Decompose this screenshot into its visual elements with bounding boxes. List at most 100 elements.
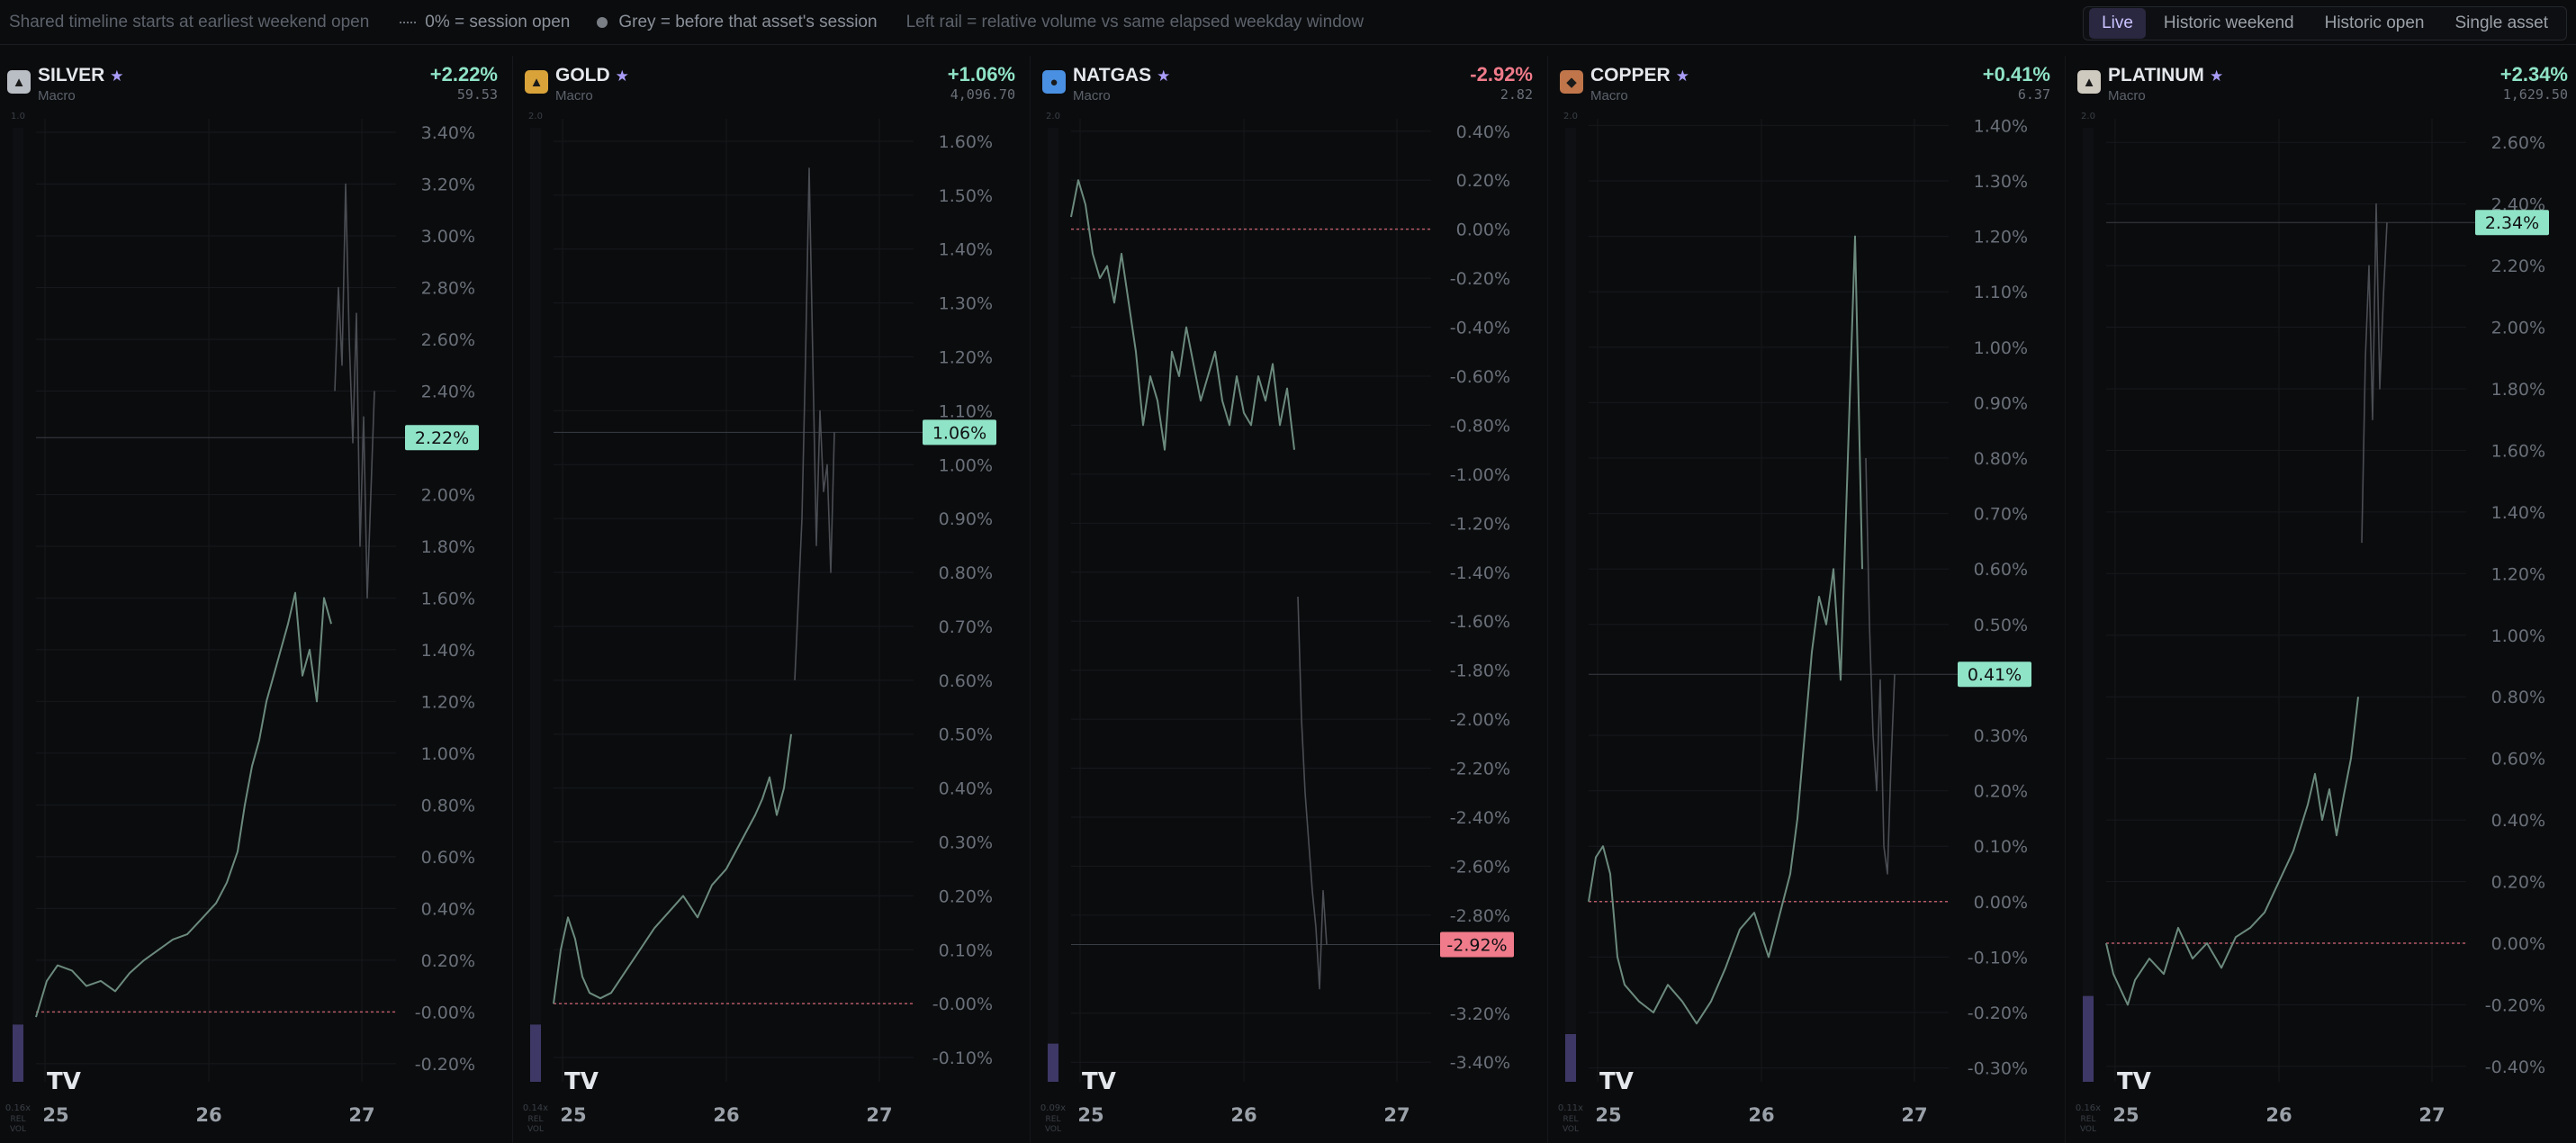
y-tick-label: -0.40% — [1450, 319, 1510, 338]
tradingview-logo-icon: TV — [2117, 1068, 2151, 1095]
y-tick-label: 0.50% — [939, 725, 993, 745]
volume-rail-fill — [13, 1024, 23, 1082]
asset-name[interactable]: NATGAS ★ — [1073, 65, 1170, 86]
y-tick-label: 2.40% — [421, 382, 475, 401]
y-tick-label: -1.40% — [1450, 563, 1510, 583]
rel-vol-label: 0.14x — [523, 1103, 548, 1113]
current-value-label: 2.22% — [415, 428, 469, 448]
asset-panel-copper[interactable]: 2.0 0.11x REL VOL 1.40% 1.30% 1.20% 1.10% 1.00% 0… — [1553, 56, 2066, 1143]
y-tick-label: 1.60% — [421, 589, 475, 608]
y-tick-label: 0.00% — [1974, 893, 2028, 913]
y-tick-label: 0.60% — [421, 848, 475, 868]
y-tick-label: 1.40% — [421, 641, 475, 661]
asset-panel-natgas[interactable]: 2.0 0.09x REL VOL 0.40% 0.20% 0.00% -0.20% -0.40… — [1035, 56, 1548, 1143]
platinum-icon: ▲ — [2077, 70, 2101, 94]
rel-vol-label: 0.11x — [1558, 1103, 1583, 1113]
y-tick-label: 2.60% — [421, 330, 475, 350]
vol-label: VOL — [1563, 1125, 1579, 1134]
current-value-label: -2.92% — [1446, 936, 1507, 956]
x-tick-label: 25 — [1595, 1104, 1621, 1126]
mode-live-button[interactable]: Live — [2089, 8, 2146, 39]
mode-switcher: Live Historic weekend Historic open Sing… — [2083, 6, 2567, 40]
x-tick-label: 25 — [1077, 1104, 1103, 1126]
legend-timeline: Shared timeline starts at earliest weeke… — [9, 13, 370, 32]
price-series-line — [35, 591, 332, 1018]
asset-change: +0.41% — [1982, 63, 2050, 86]
x-tick-label: 26 — [1230, 1104, 1256, 1126]
star-icon[interactable]: ★ — [615, 68, 629, 85]
star-icon[interactable]: ★ — [1157, 68, 1171, 85]
asset-panel-gold[interactable]: 2.0 0.14x REL VOL 1.60% 1.50% 1.40% 1.30% 1.20% 1… — [518, 56, 1031, 1143]
y-tick-label: 1.00% — [1974, 338, 2028, 358]
y-tick-label: -2.40% — [1450, 808, 1510, 828]
asset-panel-platinum[interactable]: 2.0 0.16x REL VOL 2.60% 2.40% 2.20% 2.00% 1.80% 1… — [2070, 56, 2576, 1143]
asset-name[interactable]: SILVER ★ — [38, 65, 124, 86]
asset-name[interactable]: COPPER ★ — [1590, 65, 1689, 86]
y-tick-label: -0.00% — [415, 1003, 475, 1022]
y-tick-label: -0.40% — [2485, 1058, 2545, 1077]
y-tick-label: 0.20% — [1456, 171, 1510, 191]
mode-single-asset-button[interactable]: Single asset — [2454, 14, 2548, 32]
vol-label: VOL — [10, 1125, 26, 1134]
volume-rail-fill — [1048, 1043, 1058, 1082]
asset-name-text: GOLD — [555, 65, 610, 86]
y-tick-label: 1.60% — [2491, 441, 2545, 461]
tradingview-logo-icon: TV — [1599, 1068, 1634, 1095]
y-tick-label: 1.80% — [421, 537, 475, 557]
current-value-badge — [405, 425, 479, 451]
y-tick-label: -2.20% — [1450, 760, 1510, 779]
tradingview-logo-icon: TV — [564, 1068, 599, 1095]
y-tick-label: 0.40% — [1456, 122, 1510, 142]
x-tick-label: 27 — [348, 1104, 374, 1126]
volume-rail-fill — [530, 1024, 541, 1082]
vol-label: VOL — [2080, 1125, 2096, 1134]
y-tick-label: 1.40% — [939, 240, 993, 260]
y-tick-label: -2.80% — [1450, 906, 1510, 926]
mode-historic-open-button[interactable]: Historic open — [2324, 14, 2425, 32]
dotted-line-icon — [400, 22, 417, 23]
price-series-line — [1588, 235, 1863, 1025]
y-tick-label: 2.40% — [2491, 195, 2545, 215]
x-tick-label: 25 — [42, 1104, 68, 1126]
star-icon[interactable]: ★ — [1675, 68, 1689, 85]
asset-name[interactable]: GOLD ★ — [555, 65, 629, 86]
asset-panel-silver[interactable]: 1.0 0.16x REL VOL 3.40% 3.20% 3.00% 2.80% 2.60% 2… — [0, 56, 513, 1143]
y-tick-label: 0.20% — [421, 951, 475, 971]
y-tick-label: -3.40% — [1450, 1053, 1510, 1073]
y-tick-label: -0.80% — [1450, 416, 1510, 436]
x-tick-label: 26 — [2265, 1104, 2292, 1126]
asset-price: 6.37 — [2017, 86, 2050, 103]
y-tick-label: 0.40% — [939, 779, 993, 799]
asset-name-text: NATGAS — [1073, 65, 1152, 86]
rel-label: REL — [2081, 1115, 2096, 1124]
mode-historic-weekend-button[interactable]: Historic weekend — [2163, 14, 2294, 32]
asset-category: Macro — [555, 88, 593, 104]
asset-price: 4,096.70 — [950, 86, 1015, 103]
y-tick-label: 0.40% — [2491, 811, 2545, 831]
pre-session-series-line — [794, 167, 835, 680]
y-tick-label: 0.20% — [939, 886, 993, 906]
star-icon[interactable]: ★ — [2209, 68, 2224, 85]
y-tick-label: -1.00% — [1450, 465, 1510, 485]
y-tick-label: 1.20% — [939, 347, 993, 367]
y-tick-label: 0.40% — [421, 899, 475, 919]
y-tick-label: -0.20% — [2485, 995, 2545, 1015]
current-value-badge — [923, 419, 996, 446]
y-tick-label: 2.20% — [2491, 256, 2545, 276]
rail-top-label: 2.0 — [528, 112, 543, 122]
star-icon[interactable]: ★ — [110, 68, 124, 85]
volume-rail — [530, 128, 541, 1082]
tradingview-logo-icon: TV — [1082, 1068, 1116, 1095]
asset-name[interactable]: PLATINUM ★ — [2108, 65, 2223, 86]
y-tick-label: 0.90% — [939, 509, 993, 529]
y-tick-label: 2.00% — [2491, 319, 2545, 338]
y-tick-label: 1.20% — [421, 692, 475, 712]
asset-price: 59.53 — [456, 86, 498, 103]
y-tick-label: 1.10% — [939, 401, 993, 421]
y-tick-label: 0.80% — [939, 563, 993, 583]
y-tick-label: 2.80% — [421, 278, 475, 298]
volume-rail — [13, 128, 23, 1082]
asset-name-text: SILVER — [38, 65, 105, 86]
silver-bars-icon: ▲ — [7, 70, 31, 94]
